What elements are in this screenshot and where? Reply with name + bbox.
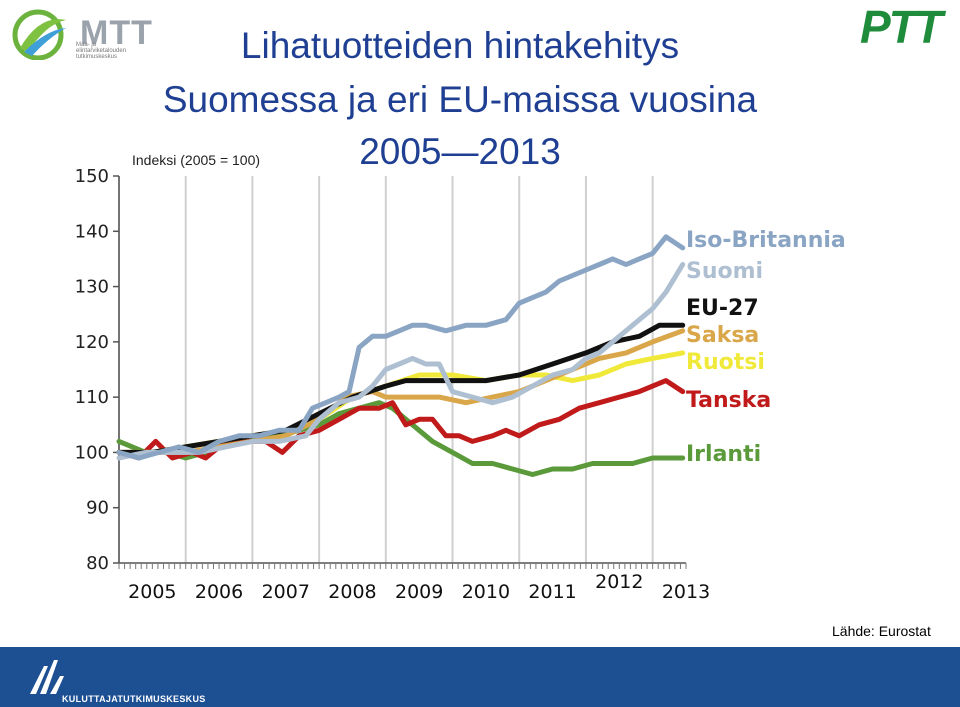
- kuluttajatutkimuskeskus-logo-icon: [30, 660, 64, 694]
- page-title-line1: Lihatuotteiden hintakehitys: [240, 25, 680, 66]
- legend-label: Ruotsi: [686, 350, 765, 375]
- legend-label: Tanska: [686, 388, 771, 413]
- footer-org-text: KULUTTAJATUTKIMUSKESKUS: [62, 694, 206, 704]
- legend-label: Iso-Britannia: [686, 228, 846, 253]
- x-tick-label: 2005: [128, 581, 176, 603]
- series-lines: [116, 234, 686, 477]
- mtt-logo-text: MTT: [80, 14, 153, 52]
- y-tick-label: 100: [75, 442, 109, 463]
- x-tick-label: 2011: [528, 581, 576, 603]
- legend-label: Saksa: [686, 323, 759, 348]
- legend-label: EU-27: [686, 296, 759, 321]
- legend-label: Suomi: [686, 259, 763, 284]
- mtt-logo-icon: [12, 9, 66, 60]
- x-tick-label: 2008: [328, 581, 376, 603]
- y-tick-label: 130: [75, 277, 109, 298]
- legend-label: Irlanti: [686, 442, 761, 467]
- y-tick-label: 110: [75, 387, 109, 408]
- page-title-line3: 2005—2013: [359, 131, 561, 172]
- x-tick-label: 2012: [595, 571, 643, 593]
- x-tick-label: 2006: [195, 581, 243, 603]
- page-title-line2: Suomessa ja eri EU-maissa vuosina: [162, 79, 758, 120]
- x-tick-label: 2009: [395, 581, 443, 603]
- series-line-iso-britannia: [116, 234, 686, 461]
- x-tick-label: 2007: [262, 581, 310, 603]
- y-tick-label: 90: [86, 498, 109, 519]
- source-label: Lähde: Eurostat: [832, 623, 931, 639]
- x-tick-label: 2013: [662, 581, 710, 603]
- axes: 150 140 130 120 110 100 90 80 2005 2006 2007 2008 20…: [75, 166, 711, 603]
- series-line-eu-27: [116, 322, 686, 455]
- ptt-logo: PTT: [860, 1, 943, 53]
- y-tick-label: 120: [75, 332, 109, 353]
- y-tick-label: 150: [75, 166, 109, 187]
- mtt-logo-subtext: Maa- ja elintarviketalouden tutkimuskesk…: [76, 42, 127, 60]
- y-axis-label: Indeksi (2005 = 100): [132, 152, 261, 168]
- footer-bar: [0, 647, 960, 707]
- y-tick-label: 140: [75, 221, 109, 242]
- x-tick-label: 2010: [462, 581, 510, 603]
- y-tick-label: 80: [86, 553, 109, 574]
- series-line-suomi: [116, 262, 686, 461]
